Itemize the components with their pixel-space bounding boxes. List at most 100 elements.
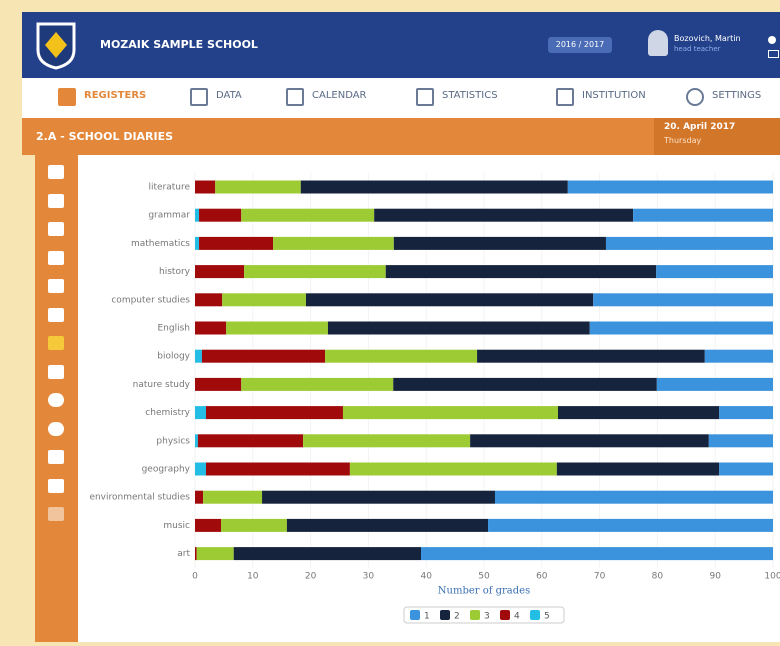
- sidebar-icon[interactable]: [48, 222, 64, 236]
- bar-segment: [195, 463, 206, 476]
- nav-item[interactable]: CALENDAR: [312, 90, 367, 101]
- bar-segment: [241, 209, 374, 222]
- y-tick-label: English: [158, 324, 191, 334]
- year-select[interactable]: 2016 / 2017: [548, 37, 612, 53]
- bar-segment: [287, 519, 488, 532]
- legend-label: 5: [544, 612, 550, 622]
- page-title: 2.A - SCHOOL DIARIES: [36, 130, 173, 143]
- bar-segment: [470, 434, 709, 447]
- nav-item[interactable]: DATA: [216, 90, 242, 101]
- sidebar-icon[interactable]: [48, 365, 64, 379]
- sidebar-icon[interactable]: [48, 479, 64, 493]
- bar-segment: [241, 378, 393, 391]
- date-box: 20. April 2017 Thursday: [654, 118, 780, 155]
- bar-segment: [495, 491, 773, 504]
- legend-swatch: [500, 610, 510, 620]
- bar-segment: [234, 547, 421, 560]
- y-tick-label: geography: [142, 465, 191, 475]
- x-tick-label: 30: [363, 572, 375, 582]
- y-tick-label: mathematics: [131, 239, 190, 249]
- nav-icon: [556, 88, 574, 106]
- y-tick-label: grammar: [148, 211, 190, 221]
- bar-segment: [606, 237, 773, 250]
- bar-segment: [705, 350, 773, 363]
- sidebar-icon[interactable]: [48, 308, 64, 322]
- nav-item[interactable]: STATISTICS: [442, 90, 498, 101]
- bar-segment: [262, 491, 495, 504]
- bar-segment: [557, 463, 719, 476]
- y-tick-label: history: [159, 267, 191, 277]
- bar-segment: [215, 181, 301, 194]
- sidebar-icon[interactable]: [48, 165, 64, 179]
- help-icon[interactable]: [768, 36, 776, 44]
- sidebar-icon[interactable]: [48, 279, 64, 293]
- date: 20. April 2017: [664, 122, 735, 132]
- sidebar-icon[interactable]: [48, 194, 64, 208]
- bar-segment: [558, 406, 719, 419]
- bar-segment: [656, 265, 773, 278]
- sidebar-icon[interactable]: [48, 450, 64, 464]
- legend-swatch: [530, 610, 540, 620]
- nav-icon: [286, 88, 304, 106]
- bar-segment: [421, 547, 773, 560]
- bar-segment: [244, 265, 386, 278]
- bar-segment: [197, 547, 234, 560]
- y-tick-label: environmental studies: [89, 493, 190, 503]
- bar-segment: [195, 322, 226, 335]
- x-axis-label: Number of grades: [438, 586, 530, 597]
- bar-segment: [709, 434, 773, 447]
- sidebar-icon[interactable]: [48, 422, 64, 436]
- y-tick-label: biology: [157, 352, 190, 362]
- bar-segment: [301, 181, 568, 194]
- x-tick-label: 20: [305, 572, 317, 582]
- bar-segment: [195, 547, 197, 560]
- x-tick-label: 0: [192, 572, 198, 582]
- nav-icon: [686, 88, 704, 106]
- sidebar-icon[interactable]: [48, 393, 64, 407]
- bar-segment: [633, 209, 773, 222]
- sidebar-icon[interactable]: [48, 336, 64, 350]
- bar-segment: [195, 434, 198, 447]
- x-tick-label: 40: [420, 572, 432, 582]
- sidebar-icon[interactable]: [48, 251, 64, 265]
- nav-icon: [416, 88, 434, 106]
- bar-segment: [195, 293, 222, 306]
- bar-segment: [199, 209, 241, 222]
- bar-segment: [221, 519, 287, 532]
- bar-segment: [195, 378, 241, 391]
- nav-icon: [58, 88, 76, 106]
- bar-segment: [195, 181, 215, 194]
- mail-icon[interactable]: [768, 50, 779, 58]
- nav-item[interactable]: REGISTERS: [84, 90, 146, 101]
- y-tick-label: physics: [156, 436, 190, 446]
- bar-segment: [195, 237, 199, 250]
- user-role: head teacher: [674, 45, 721, 53]
- bar-segment: [306, 293, 593, 306]
- nav-item[interactable]: INSTITUTION: [582, 90, 646, 101]
- bar-segment: [195, 265, 244, 278]
- bar-segment: [350, 463, 557, 476]
- legend-swatch: [410, 610, 420, 620]
- bar-segment: [226, 322, 328, 335]
- bar-segment: [273, 237, 394, 250]
- user-name[interactable]: Bozovich, Martin: [674, 34, 741, 43]
- nav-item[interactable]: SETTINGS: [712, 90, 761, 101]
- nav-icon: [190, 88, 208, 106]
- title-bar: 2.A - SCHOOL DIARIES 20. April 2017 Thur…: [22, 118, 780, 155]
- x-tick-label: 10: [247, 572, 259, 582]
- sidebar-icon[interactable]: [48, 507, 64, 521]
- bar-segment: [202, 350, 325, 363]
- bar-segment: [195, 209, 199, 222]
- bar-segment: [206, 463, 350, 476]
- bar-segment: [203, 491, 262, 504]
- legend-label: 3: [484, 612, 490, 622]
- bar-segment: [303, 434, 470, 447]
- sidebar: [35, 155, 78, 642]
- bar-segment: [195, 519, 221, 532]
- bar-segment: [195, 491, 203, 504]
- bar-segment: [593, 293, 773, 306]
- y-tick-label: nature study: [133, 380, 191, 390]
- bar-segment: [719, 406, 773, 419]
- y-tick-label: literature: [148, 183, 190, 193]
- bar-segment: [590, 322, 773, 335]
